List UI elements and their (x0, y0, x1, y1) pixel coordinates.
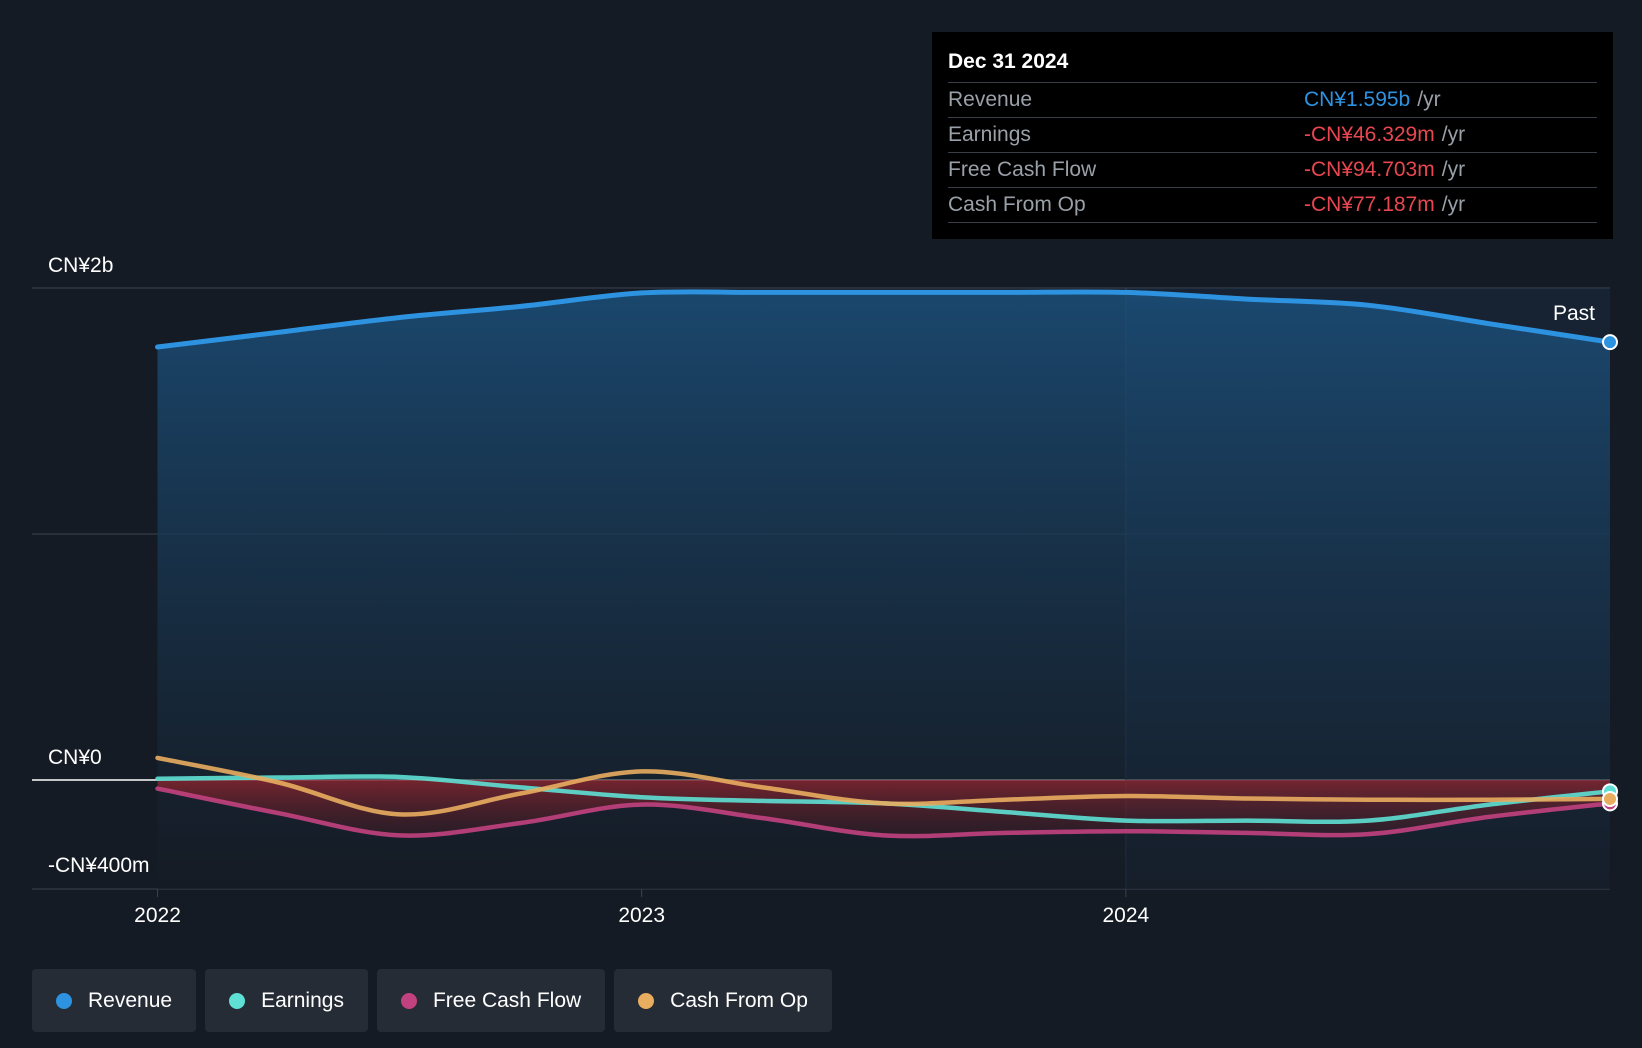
tooltip-panel: Dec 31 2024 Revenue CN¥1.595b /yr Earnin… (932, 32, 1613, 239)
tooltip-label: Free Cash Flow (948, 158, 1097, 181)
line-layer (155, 289, 1618, 839)
x-tick-label: 2024 (1102, 904, 1149, 927)
label-layer: CN¥2b CN¥0 -CN¥400m 2022 2023 2024 Past (48, 254, 1595, 927)
y-tick-label: CN¥0 (48, 746, 102, 769)
legend-dot-icon (56, 992, 72, 1009)
legend-label: Cash From Op (670, 988, 808, 1012)
financials-chart: CN¥2b CN¥0 -CN¥400m 2022 2023 2024 Past (32, 254, 1618, 927)
series-line-free-cash-flow (155, 786, 1613, 839)
revenue-area (157, 291, 1610, 890)
tooltip-value: CN¥1.595b (1304, 88, 1411, 111)
tooltip-date: Dec 31 2024 (948, 46, 1597, 83)
legend-item-earnings[interactable]: Earnings (205, 969, 368, 1032)
legend-item-cash-from-op[interactable]: Cash From Op (614, 969, 832, 1032)
tooltip-unit: /yr (1417, 88, 1441, 111)
negative-area (157, 780, 1610, 837)
x-tick-label: 2022 (134, 904, 181, 927)
tooltip-value: -CN¥94.703m (1304, 158, 1435, 181)
past-label: Past (1553, 302, 1595, 325)
legend-item-revenue[interactable]: Revenue (32, 969, 197, 1032)
x-tick-label: 2023 (618, 904, 665, 927)
tooltip-label: Earnings (948, 123, 1031, 146)
tooltip-row-earnings: Earnings -CN¥46.329m /yr (948, 118, 1597, 153)
chart-legend: Revenue Earnings Free Cash Flow Cash Fro… (32, 969, 832, 1032)
y-tick-label: -CN¥400m (48, 854, 150, 877)
tooltip-unit: /yr (1441, 123, 1466, 146)
legend-item-free-cash-flow[interactable]: Free Cash Flow (376, 969, 606, 1032)
tooltip-value: -CN¥77.187m (1304, 193, 1435, 216)
tooltip-value: -CN¥46.329m (1304, 123, 1435, 146)
tooltip-unit: /yr (1441, 158, 1466, 181)
series-line-revenue (155, 289, 1613, 350)
tooltip-row-free-cash-flow: Free Cash Flow -CN¥94.703m /yr (948, 153, 1597, 188)
series-line-cash-from-op (155, 755, 1613, 817)
legend-label: Earnings (261, 988, 344, 1012)
series-end-marker (1602, 790, 1618, 807)
y-tick-label: CN¥2b (48, 254, 113, 277)
legend-dot-icon (400, 992, 417, 1009)
tooltip-label: Revenue (948, 88, 1033, 111)
tooltip-row-revenue: Revenue CN¥1.595b /yr (948, 83, 1597, 118)
series-end-marker (1602, 334, 1618, 351)
legend-label: Revenue (88, 988, 173, 1012)
tooltip-label: Cash From Op (948, 193, 1086, 216)
tooltip-unit: /yr (1441, 193, 1466, 216)
legend-label: Free Cash Flow (432, 988, 582, 1012)
legend-dot-icon (229, 992, 246, 1009)
legend-dot-icon (638, 992, 655, 1009)
tooltip-row-cash-from-op: Cash From Op -CN¥77.187m /yr (948, 188, 1597, 223)
